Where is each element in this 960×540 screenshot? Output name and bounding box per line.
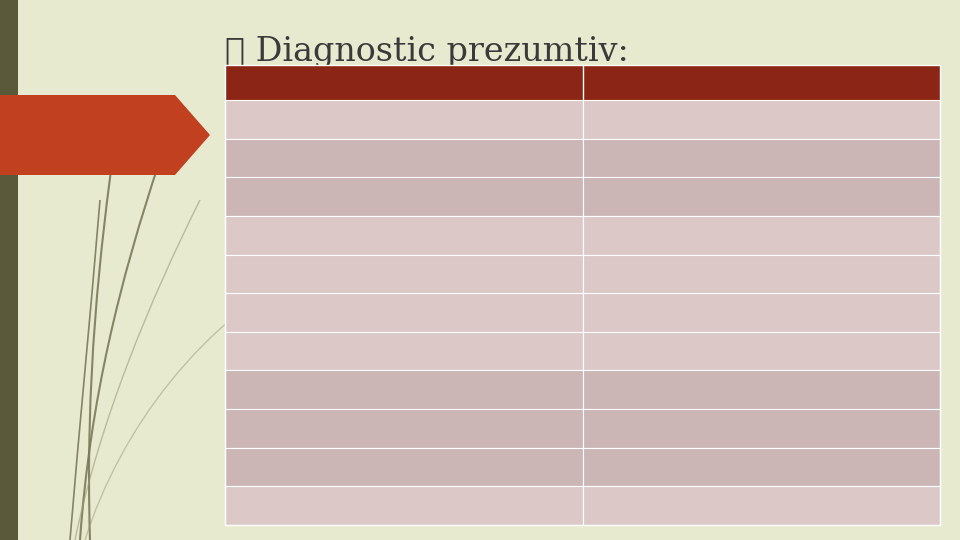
Bar [583, 409, 940, 448]
Text: Hypermethioninemia: Hypermethioninemia [333, 306, 474, 319]
Text: Multiple carboxylase deficiency: Multiple carboxylase deficiency [300, 345, 508, 357]
Text: Oasthouse urine disease: Oasthouse urine disease [331, 383, 476, 396]
Bar [0, 0, 18, 540]
Text: Swimming pool: Swimming pool [715, 151, 807, 165]
Bar [583, 487, 940, 525]
Bar [225, 254, 583, 293]
Text: Rotting fish: Rotting fish [727, 461, 796, 474]
Bar [225, 65, 940, 525]
Bar [225, 65, 940, 100]
Bar [225, 139, 583, 177]
Bar [583, 216, 940, 254]
Text: Isovaleric acidemia Sweaty feet, acrid: Isovaleric acidemia Sweaty feet, acrid [278, 229, 529, 242]
Text: Cat urine: Cat urine [733, 190, 789, 203]
Bar [583, 139, 940, 177]
Text: Maple syrup: Maple syrup [721, 267, 802, 280]
Bar [225, 370, 583, 409]
Text: Tyrosinemia Boiled cabbage: Tyrosinemia Boiled cabbage [311, 499, 497, 512]
Bar [583, 177, 940, 216]
Bar [583, 254, 940, 293]
Bar [225, 293, 583, 332]
Text: Hops-like: Hops-like [732, 383, 789, 396]
Text: Boiled cabbage, rancid butter: Boiled cabbage, rancid butter [672, 499, 851, 512]
Bar [583, 293, 940, 332]
Text: Maple syrup urine disease: Maple syrup urine disease [317, 267, 491, 280]
Text: Glutaric acidemia (type II): Glutaric acidemia (type II) [324, 113, 483, 126]
Text: ❖ Diagnostic prezumtiv:: ❖ Diagnostic prezumtiv: [225, 36, 629, 68]
Text: Trimethylaminuria: Trimethylaminuria [348, 461, 459, 474]
Text: URINE ODOR: URINE ODOR [717, 76, 805, 89]
Text: Boiled cabbage: Boiled cabbage [710, 306, 812, 319]
Bar [225, 177, 583, 216]
Bar [583, 370, 940, 409]
Text: Tomcat urin: Tomcat urin [721, 345, 802, 357]
Bar [583, 332, 940, 370]
Bar [225, 487, 583, 525]
Bar [225, 332, 583, 370]
Bar [225, 100, 583, 139]
Bar [225, 409, 583, 448]
Bar [225, 216, 583, 254]
Text: Hawkinsinuria: Hawkinsinuria [360, 151, 447, 165]
Text: INBORN ERROR OF METABOLISM: INBORN ERROR OF METABOLISM [290, 76, 517, 89]
Text: Mousey or musty: Mousey or musty [710, 422, 812, 435]
Text: Phenylketonuria: Phenylketonuria [355, 422, 452, 435]
Bar [583, 448, 940, 487]
Bar [583, 100, 940, 139]
Text: Sweaty feet, acrid: Sweaty feet, acrid [708, 113, 815, 126]
Text: 3-Hydroxy-3-methylglutaric aciduria: 3-Hydroxy-3-methylglutaric aciduria [296, 190, 513, 203]
Polygon shape [0, 95, 210, 175]
Text: Sweaty feet, acrid: Sweaty feet, acrid [702, 229, 820, 242]
Bar [225, 448, 583, 487]
